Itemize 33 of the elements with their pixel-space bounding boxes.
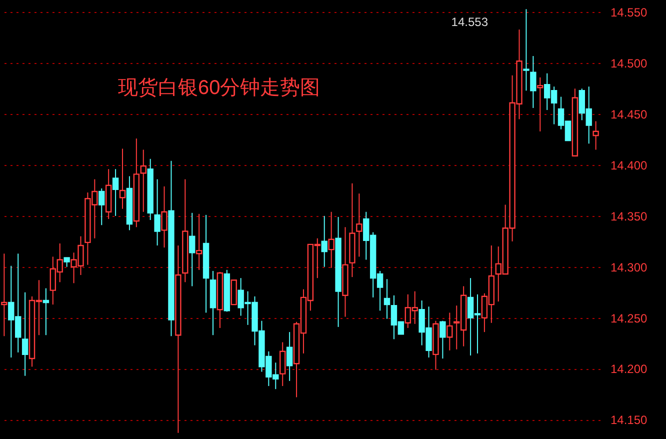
candlestick [119, 148, 126, 210]
candlestick [321, 215, 328, 268]
candlestick [592, 120, 599, 150]
y-tick-label: 14.150 [610, 413, 648, 428]
candlestick [537, 76, 544, 132]
y-tick-label: 14.550 [610, 6, 648, 20]
y-tick-label: 14.450 [610, 108, 648, 122]
candlestick [446, 312, 453, 351]
y-tick-label: 14.500 [610, 56, 648, 71]
candlestick [154, 178, 160, 246]
candlestick [189, 212, 196, 287]
candlestick [384, 278, 390, 320]
candlestick [286, 332, 293, 382]
candlestick [161, 186, 168, 248]
y-tick-label: 14.300 [610, 260, 648, 274]
candlestick [112, 168, 119, 216]
candlestick [280, 342, 286, 387]
candlestick [523, 8, 530, 92]
candlestick [440, 320, 446, 360]
candlestick [356, 193, 362, 258]
candlestick [64, 257, 70, 268]
candlestick [328, 211, 334, 268]
y-tick-label: 14.400 [610, 158, 648, 173]
annotation: 14.553 [451, 15, 488, 29]
candlestick [196, 213, 202, 270]
text: 现货白银60分钟走势图 [118, 77, 320, 99]
y-tick-label: 14.350 [610, 209, 648, 224]
y-tick-label: 14.250 [610, 311, 648, 326]
candlestick [22, 292, 28, 376]
candlestick [42, 288, 50, 336]
candlestick [530, 56, 536, 108]
y-tick-label: 14.200 [610, 362, 648, 376]
candlestick [98, 188, 105, 226]
